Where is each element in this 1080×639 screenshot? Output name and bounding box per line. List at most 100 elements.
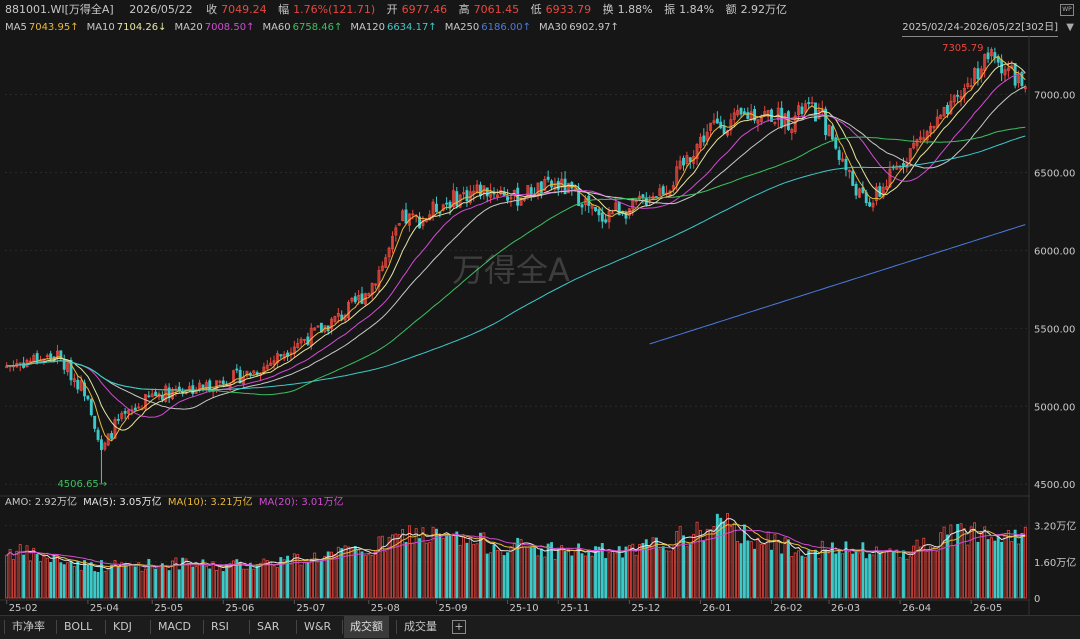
volume-bar: [800, 555, 804, 599]
volume-bar: [286, 555, 290, 599]
candle-body: [959, 95, 963, 99]
volume-bar: [729, 525, 733, 599]
candle-body: [113, 419, 117, 439]
ma-legend-name: MA120: [350, 22, 385, 33]
candle-body: [333, 316, 337, 323]
tab-macd[interactable]: MACD: [158, 620, 191, 633]
candle-body: [990, 49, 993, 57]
kline-chart[interactable]: 4500.00 5000.00 5500.00 6000.00 6500.00 7000.…: [0, 36, 1080, 615]
volume-bar: [979, 531, 983, 599]
x-tick-label: 26-04: [902, 603, 931, 614]
volume-bar: [475, 543, 479, 599]
candle-body: [1006, 67, 1010, 72]
volume-bar: [567, 548, 570, 599]
tab-volume[interactable]: 成交量: [404, 620, 437, 633]
candle-body: [682, 157, 685, 166]
ma30-line: [6, 85, 1026, 410]
volume-bar: [113, 560, 117, 599]
amplitude-value: 1.84%: [679, 3, 715, 16]
add-tab-icon[interactable]: +: [452, 620, 466, 634]
volume-bar: [238, 562, 242, 599]
volume-bar: [52, 554, 56, 599]
candle-body: [715, 118, 719, 124]
x-tick-label: 25-07: [296, 603, 325, 614]
tab-rsi[interactable]: RSI: [211, 620, 229, 633]
candle-body: [722, 125, 726, 134]
candle-body: [509, 197, 513, 200]
ma-legend-value: 7008.50↑: [204, 22, 255, 33]
candle-body: [567, 182, 570, 194]
candle-body: [83, 382, 86, 397]
candle-body: [692, 156, 696, 164]
volume-bar: [296, 554, 300, 599]
volume-bar: [252, 568, 256, 599]
volume-bar: [922, 537, 926, 599]
candle-body: [790, 129, 794, 133]
candle-body: [279, 354, 283, 357]
candle-body: [306, 336, 310, 345]
candle-body: [912, 142, 916, 149]
candle-body: [732, 112, 736, 120]
candle-body: [336, 312, 340, 317]
tab-kdj[interactable]: KDJ: [113, 620, 132, 633]
date-range[interactable]: 2025/02/24-2026/05/22[302日]: [902, 20, 1058, 37]
candle-body: [695, 144, 699, 160]
volume-bar: [211, 561, 215, 599]
candle-body: [830, 126, 834, 140]
volume-bar: [631, 543, 635, 599]
volume-bar: [215, 569, 218, 599]
volume-bar: [607, 552, 611, 599]
tab-wr[interactable]: W&R: [304, 620, 332, 633]
volume-bar: [326, 551, 330, 599]
volume-bar: [49, 562, 53, 599]
amo-ma10: MA(10): 3.21万亿: [167, 497, 253, 508]
candle-body: [5, 365, 9, 368]
volume-bar: [858, 552, 861, 599]
tab-separator: [249, 620, 250, 634]
candle-body: [895, 165, 899, 170]
candle-body: [401, 210, 405, 222]
candle-body: [634, 200, 638, 203]
volume-bar: [780, 553, 784, 599]
volume-bar: [363, 555, 367, 599]
volume-bar: [712, 526, 716, 599]
volume-bar: [147, 558, 151, 599]
candle-body: [580, 204, 584, 208]
dropdown-triangle-icon[interactable]: ▼: [1066, 22, 1074, 33]
tab-pb[interactable]: 市净率: [12, 620, 45, 633]
volume-bar: [42, 554, 46, 599]
volume-bar: [25, 545, 29, 599]
volume-bar: [847, 550, 851, 599]
candle-body: [99, 439, 103, 451]
candle-body: [834, 137, 838, 149]
tab-boll[interactable]: BOLL: [64, 620, 93, 633]
volume-bar: [888, 548, 892, 599]
candle-body: [127, 409, 130, 414]
tab-sar[interactable]: SAR: [257, 620, 280, 633]
candle-body: [851, 170, 855, 186]
volume-bar: [472, 543, 476, 599]
candle-body: [908, 148, 912, 162]
volume-bar: [353, 546, 357, 599]
volume-bar: [918, 546, 922, 599]
tab-amount[interactable]: 成交额: [344, 616, 389, 638]
candle-body: [116, 419, 120, 421]
candle-body: [79, 380, 83, 391]
volume-bar: [1010, 541, 1014, 599]
volume-bar: [194, 566, 198, 599]
candle-body: [299, 338, 303, 344]
change-value: 1.76%(121.71): [293, 3, 376, 16]
wp-icon[interactable]: WP: [1060, 4, 1074, 16]
candle-body: [800, 106, 804, 114]
volume-bar: [512, 542, 516, 599]
candle-body: [874, 186, 878, 202]
volume-bar: [367, 554, 371, 599]
volume-bar: [116, 565, 120, 599]
candle-body: [929, 125, 933, 134]
ma20-line: [6, 72, 1026, 418]
candle-body: [925, 131, 929, 141]
volume-bar: [76, 561, 80, 599]
candle-body: [658, 188, 662, 197]
volume-bar: [451, 533, 455, 599]
volume-bar: [705, 528, 709, 599]
